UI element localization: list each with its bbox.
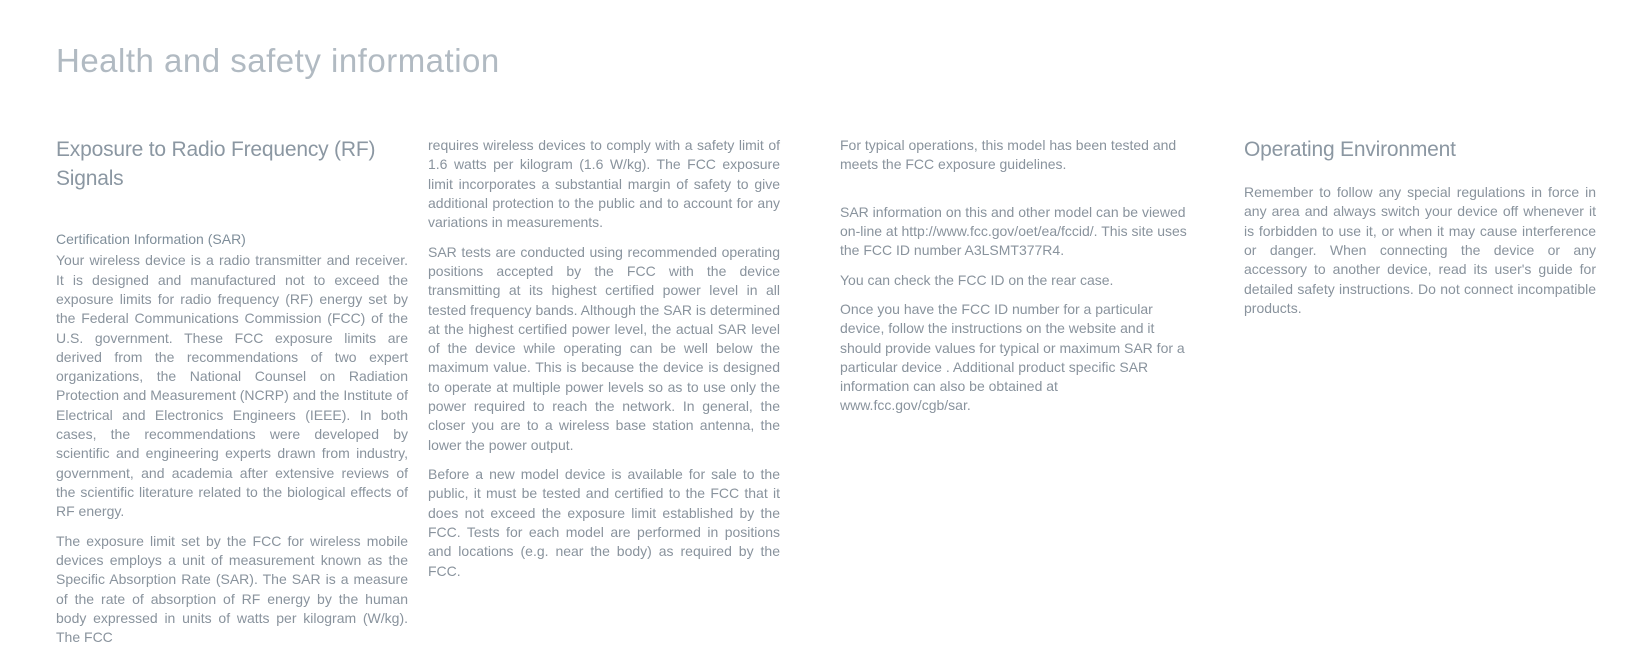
col3-paragraph-2: SAR information on this and other model … xyxy=(840,203,1192,261)
column-4: Operating Environment Remember to follow… xyxy=(1244,136,1596,658)
col3-paragraph-4: Once you have the FCC ID number for a pa… xyxy=(840,300,1192,416)
col2-paragraph-2: SAR tests are conducted using recommende… xyxy=(428,243,780,455)
col2-paragraph-3: Before a new model device is available f… xyxy=(428,465,780,581)
col4-paragraph-1: Remember to follow any special regulatio… xyxy=(1244,183,1596,318)
content-columns: Exposure to Radio Frequency (RF) Signals… xyxy=(0,98,1652,658)
col1-paragraph-1: Your wireless device is a radio transmit… xyxy=(56,251,408,521)
column-1: Exposure to Radio Frequency (RF) Signals… xyxy=(56,136,408,658)
col2-paragraph-1: requires wireless devices to comply with… xyxy=(428,136,780,233)
col3-paragraph-1: For typical operations, this model has b… xyxy=(840,136,1192,175)
page-title: Health and safety information xyxy=(56,42,1596,80)
subtitle-sar: Certification Information (SAR) xyxy=(56,230,408,249)
col3-paragraph-3: You can check the FCC ID on the rear cas… xyxy=(840,271,1192,290)
column-3: For typical operations, this model has b… xyxy=(840,136,1192,658)
col1-paragraph-2: The exposure limit set by the FCC for wi… xyxy=(56,532,408,648)
section-title-operating-env: Operating Environment xyxy=(1244,136,1596,165)
column-2: requires wireless devices to comply with… xyxy=(428,136,780,658)
section-title-rf: Exposure to Radio Frequency (RF) Signals xyxy=(56,136,408,194)
header: Health and safety information xyxy=(0,0,1652,98)
